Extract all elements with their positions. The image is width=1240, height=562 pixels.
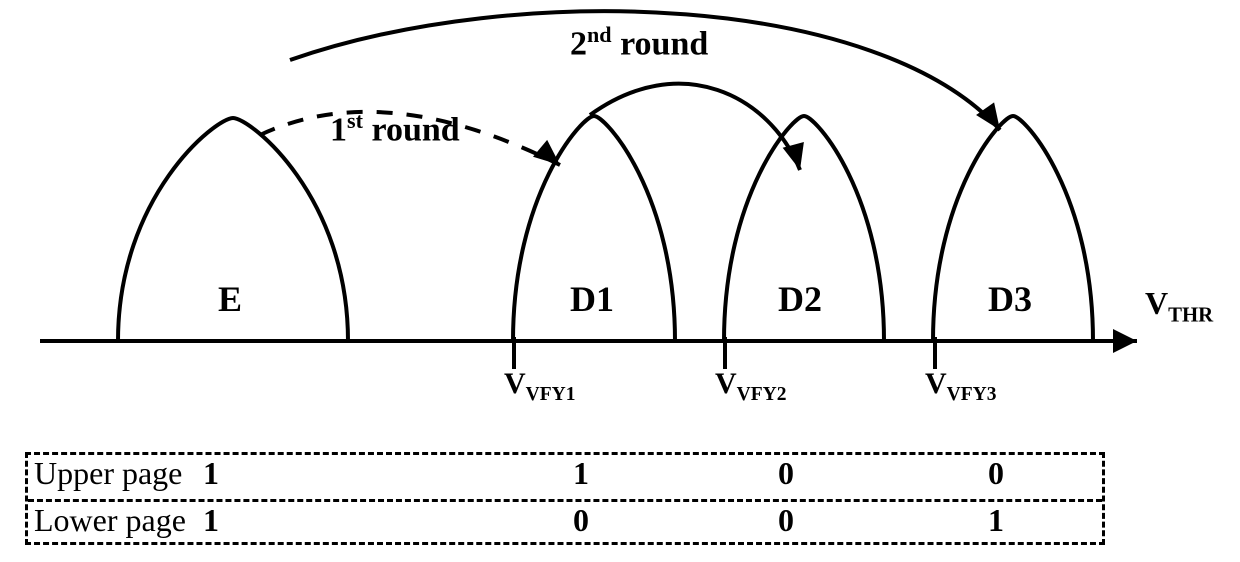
label-first-round: 1st round <box>330 108 460 149</box>
verify-label-vfy3: VVFY3 <box>925 367 997 406</box>
row-value: 0 <box>988 455 1004 492</box>
row-value: 0 <box>778 455 794 492</box>
state-label-d2: D2 <box>778 278 822 320</box>
state-label-e: E <box>218 278 242 320</box>
diagram-canvas: VTHR E D1 D2 D3 VVFY1 VVFY2 VVFY3 1st round 2nd r… <box>0 0 1240 562</box>
row-value: 1 <box>988 502 1004 539</box>
row-value: 0 <box>778 502 794 539</box>
row-label: Upper page <box>34 455 182 492</box>
row-value: 1 <box>573 455 589 492</box>
label-second-round: 2nd round <box>570 22 708 63</box>
row-label: Lower page <box>34 502 186 539</box>
state-label-d3: D3 <box>988 278 1032 320</box>
verify-label-vfy2: VVFY2 <box>715 367 787 406</box>
row-value: 1 <box>203 455 219 492</box>
table-row: Lower page 1 0 0 1 <box>28 499 1102 543</box>
page-data-table: Upper page 1 1 0 0 Lower page 1 0 0 1 <box>25 452 1105 545</box>
axis-label-vthr: VTHR <box>1145 285 1213 327</box>
row-value: 0 <box>573 502 589 539</box>
table-row: Upper page 1 1 0 0 <box>28 455 1102 499</box>
row-value: 1 <box>203 502 219 539</box>
state-label-d1: D1 <box>570 278 614 320</box>
verify-label-vfy1: VVFY1 <box>504 367 576 406</box>
